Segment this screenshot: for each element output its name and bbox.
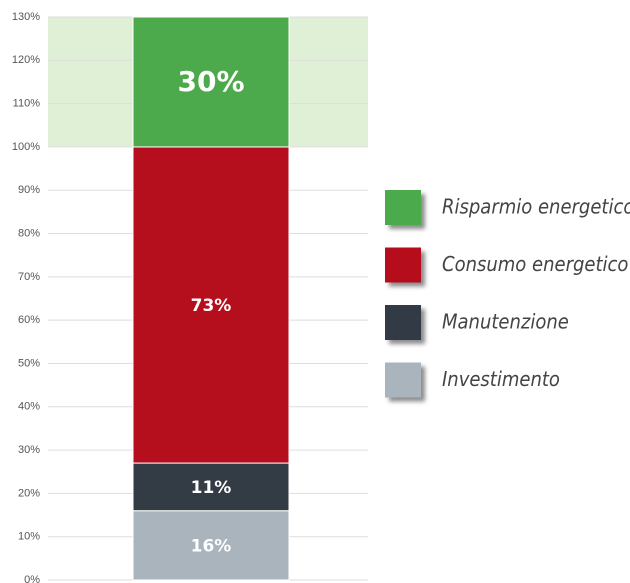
legend-label: Consumo energetico bbox=[442, 252, 628, 276]
bar-segment bbox=[132, 16, 290, 148]
y-tick-label: 40% bbox=[18, 401, 40, 413]
y-tick-label: 20% bbox=[18, 487, 40, 499]
legend-swatch bbox=[385, 362, 421, 398]
bar-segment bbox=[132, 146, 290, 464]
y-tick-label: 130% bbox=[12, 11, 40, 23]
y-tick-label: 80% bbox=[18, 227, 40, 239]
data-label: 30% bbox=[177, 65, 244, 98]
legend-swatch bbox=[385, 190, 421, 225]
data-label: 73% bbox=[191, 296, 232, 316]
bar-segment bbox=[132, 510, 290, 581]
y-tick-label: 110% bbox=[13, 98, 41, 110]
legend-label: Manutenzione bbox=[442, 310, 569, 334]
data-label: 16% bbox=[191, 536, 232, 556]
y-tick-label: 70% bbox=[18, 271, 40, 283]
legend-swatch bbox=[385, 247, 421, 283]
legend-swatch bbox=[385, 305, 421, 340]
y-tick-label: 10% bbox=[18, 531, 40, 543]
y-tick-label: 30% bbox=[18, 444, 40, 456]
y-tick-label: 60% bbox=[18, 314, 40, 326]
legend-label: Investimento bbox=[442, 367, 560, 391]
bar-segment bbox=[132, 462, 290, 512]
y-tick-label: 90% bbox=[18, 184, 40, 196]
data-label: 11% bbox=[191, 478, 232, 498]
y-tick-label: 100% bbox=[12, 141, 40, 153]
y-tick-label: 0% bbox=[24, 574, 40, 583]
legend-label: Risparmio energetico bbox=[442, 195, 630, 219]
y-tick-label: 120% bbox=[12, 54, 40, 66]
y-tick-label: 50% bbox=[18, 357, 40, 369]
